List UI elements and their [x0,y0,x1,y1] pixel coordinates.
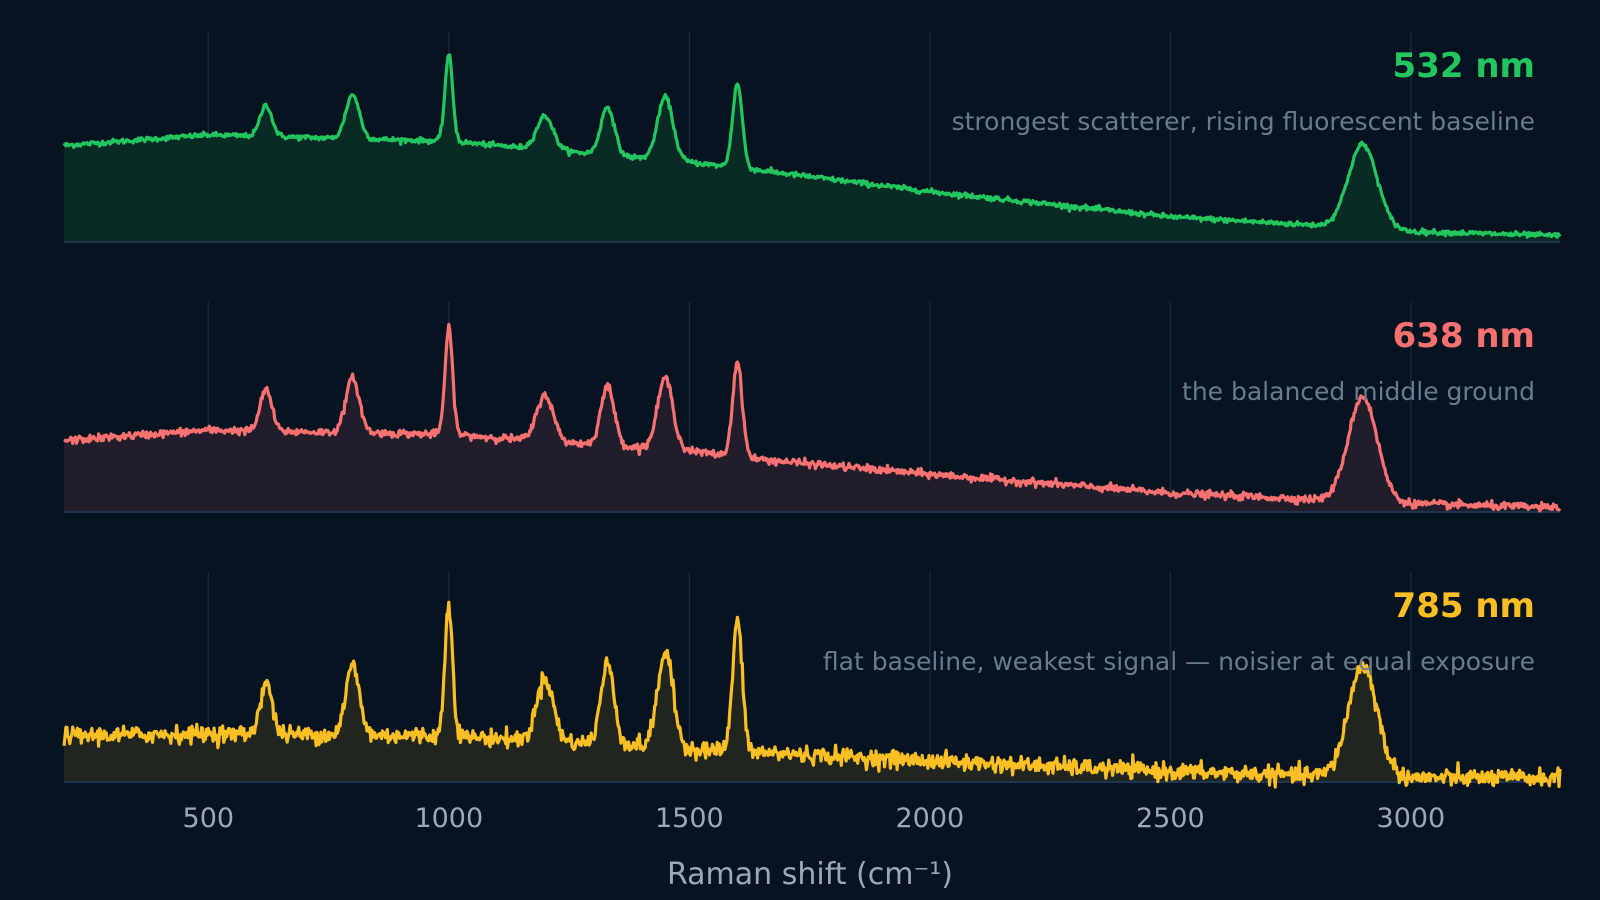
x-axis-title: Raman shift (cm⁻¹) [667,857,953,892]
laser-wavelength-label: 785 nm [1393,586,1535,626]
x-tick-label: 2500 [1136,803,1205,834]
panel-caption: flat baseline, weakest signal — noisier … [823,647,1535,676]
panel-caption: strongest scatterer, rising fluorescent … [952,107,1535,136]
x-tick-label: 500 [183,803,235,834]
x-tick-label: 1500 [655,803,724,834]
spectrum-line [62,53,1562,239]
x-tick-label: 2000 [895,803,964,834]
x-tick-label: 3000 [1377,803,1446,834]
spectrum-panel-1: 532 nm strongest scatterer, rising fluore… [62,46,1562,243]
spectrum-line [62,600,1562,789]
spectrum-area [64,602,1560,787]
laser-wavelength-label: 638 nm [1393,316,1535,356]
spectrum-line [63,322,1562,513]
spectrum-area [64,324,1560,512]
spectrum-panel-2: 638 nm the balanced middle ground [63,316,1562,513]
laser-wavelength-label: 532 nm [1393,46,1535,86]
x-tick-label: 1000 [414,803,483,834]
spectrum-panel-3: 785 nm flat baseline, weakest signal — no… [62,586,1562,789]
spectra-panels: 532 nm strongest scatterer, rising fluore… [62,46,1562,789]
panel-caption: the balanced middle ground [1182,377,1535,406]
spectrum-area [64,55,1560,242]
x-axis: 500 1000 1500 2000 2500 3000 [183,803,1446,834]
